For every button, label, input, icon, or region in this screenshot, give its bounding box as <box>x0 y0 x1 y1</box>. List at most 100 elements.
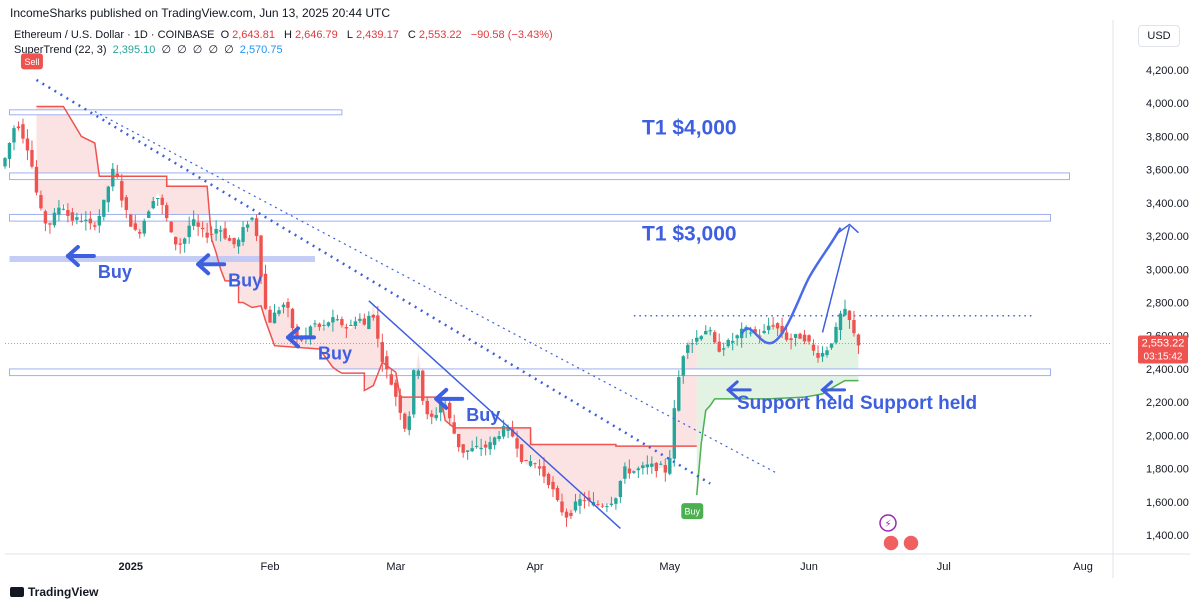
candle-body <box>111 168 115 187</box>
candle-body <box>645 464 650 468</box>
sell-signal-label: Sell <box>24 57 39 67</box>
projection-arrow-head <box>835 223 859 235</box>
buy-annotation: Buy <box>318 343 352 363</box>
candle-body <box>308 326 313 338</box>
support-annotation: Support held <box>737 393 854 414</box>
earnings-event-icon <box>879 514 897 532</box>
buy-annotation: Buy <box>228 270 262 290</box>
y-tick-label: 3,200.00 <box>1146 231 1189 243</box>
candle-body <box>277 310 281 314</box>
candle-body <box>48 223 52 225</box>
candle-body <box>416 370 420 376</box>
descending-trendline <box>368 300 621 529</box>
candle-body <box>52 212 57 226</box>
tradingview-logo-icon <box>10 587 24 597</box>
y-tick-label: 1,400.00 <box>1146 530 1189 542</box>
projection-arrow <box>821 225 851 333</box>
x-tick-label: Feb <box>261 561 280 573</box>
candle-body <box>3 158 7 167</box>
candle-body <box>272 312 277 324</box>
candle-body <box>254 218 259 237</box>
candle-body <box>569 512 573 516</box>
candle-body <box>43 211 48 224</box>
candle-body <box>537 466 542 469</box>
candle-body <box>61 208 66 210</box>
supertrend-down-line <box>36 105 697 447</box>
candle-body <box>75 217 79 220</box>
candle-body <box>578 499 582 506</box>
x-tick-label: Jun <box>800 561 818 573</box>
candle-body <box>263 273 268 309</box>
candle-body <box>367 315 371 330</box>
currency-button[interactable]: USD <box>1138 25 1180 47</box>
candle-body <box>730 340 735 343</box>
candle-body <box>474 445 479 447</box>
candle-body <box>236 239 241 247</box>
candle-body <box>232 237 236 245</box>
y-tick-label: 1,800.00 <box>1146 464 1189 476</box>
candle-body <box>672 408 676 459</box>
economic-event-icon <box>902 534 920 552</box>
candle-body <box>681 356 685 376</box>
candle-body <box>519 444 524 462</box>
candle-body <box>695 337 699 342</box>
x-tick-label: Jul <box>937 561 951 573</box>
candle-body <box>299 338 304 341</box>
candle-body <box>156 198 160 200</box>
candle-body <box>403 413 407 429</box>
candle-body <box>412 370 416 415</box>
candle-body <box>362 318 367 325</box>
candle-body <box>654 462 659 472</box>
candle-body <box>313 323 317 325</box>
indicator-name[interactable]: SuperTrend (22, 3) <box>14 44 107 56</box>
candle-body <box>609 503 614 505</box>
candle-body <box>187 225 191 238</box>
indicator-value: 2,570.75 <box>239 44 283 56</box>
indicator-value: ∅ <box>192 44 203 56</box>
candle-body <box>533 463 537 465</box>
candle-body <box>573 501 578 511</box>
candle-body <box>331 317 335 323</box>
candle-body <box>79 221 84 223</box>
candle-body <box>596 504 600 506</box>
candle-body <box>789 338 793 341</box>
candle-body <box>21 124 25 139</box>
candle-body <box>120 181 124 201</box>
x-tick-label: 2025 <box>119 561 143 573</box>
candles <box>3 118 861 527</box>
ohlc-close: C 2,553.22 <box>407 29 462 41</box>
candle-body <box>133 223 137 230</box>
candle-body <box>497 436 501 440</box>
candle-body <box>30 149 34 167</box>
tradingview-logo: TradingView <box>10 585 98 599</box>
lightning-icon: ⚡ <box>884 519 891 530</box>
candle-body <box>394 382 398 397</box>
candle-body <box>802 334 807 342</box>
candle-body <box>506 427 510 431</box>
candle-body <box>546 473 551 486</box>
candle-body <box>560 501 564 513</box>
candle-body <box>820 352 825 357</box>
candle-body <box>88 218 93 224</box>
indicator-legend: SuperTrend (22, 3) 2,395.10 ∅ ∅ ∅ ∅ ∅ 2,… <box>14 43 286 56</box>
indicator-value: ∅ <box>208 44 219 56</box>
candle-body <box>492 437 497 446</box>
candle-body <box>510 429 515 437</box>
candle-body <box>847 310 852 321</box>
candle-body <box>659 463 663 465</box>
y-tick-label: 4,200.00 <box>1146 65 1189 77</box>
candle-body <box>479 447 483 450</box>
indicator-value: ∅ <box>177 44 187 56</box>
candle-body <box>811 344 816 351</box>
candle-body <box>147 211 151 218</box>
candle-body <box>57 207 61 215</box>
candle-body <box>771 325 775 327</box>
candle-body <box>124 197 128 210</box>
publisher-line: IncomeSharks published on TradingView.co… <box>10 6 391 20</box>
symbol-name[interactable]: Ethereum / U.S. Dollar · 1D · COINBASE <box>14 29 215 41</box>
candle-body <box>349 324 353 326</box>
candle-body <box>677 377 681 411</box>
candle-body <box>281 304 286 308</box>
candle-body <box>268 309 272 323</box>
